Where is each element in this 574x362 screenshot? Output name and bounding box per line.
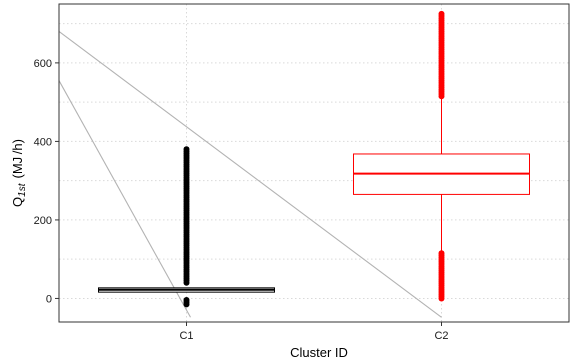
boxes <box>98 10 530 308</box>
x-axis-ticks: C1 C2 <box>179 322 449 342</box>
y-tick-label: 600 <box>34 58 52 70</box>
diagonal-line <box>58 80 191 318</box>
y-axis-title: Q1st (MJ /h) <box>10 139 28 207</box>
y-tick-label: 400 <box>34 136 52 148</box>
y-axis-title-unit: (MJ /h) <box>10 139 25 178</box>
y-tick-label: 200 <box>34 215 52 227</box>
diagonal-lines <box>58 31 442 318</box>
diagonal-line <box>58 31 442 318</box>
x-axis-title: Cluster ID <box>290 345 348 360</box>
y-axis-title-symbol: Q <box>10 197 25 207</box>
y-tick-label: 0 <box>46 293 52 305</box>
box-C1 <box>98 146 275 308</box>
x-tick-label: C1 <box>179 330 193 342</box>
outlier-point <box>183 297 190 304</box>
y-axis-title-subscript: 1st <box>17 182 28 197</box>
plot-frame <box>58 3 570 323</box>
outlier-point <box>438 10 445 17</box>
x-tick-label: C2 <box>434 330 448 342</box>
outlier-point <box>438 250 445 257</box>
y-axis-ticks: 0 200 400 600 <box>34 58 59 305</box>
outlier-point <box>183 146 190 153</box>
box-C2 <box>353 10 530 302</box>
